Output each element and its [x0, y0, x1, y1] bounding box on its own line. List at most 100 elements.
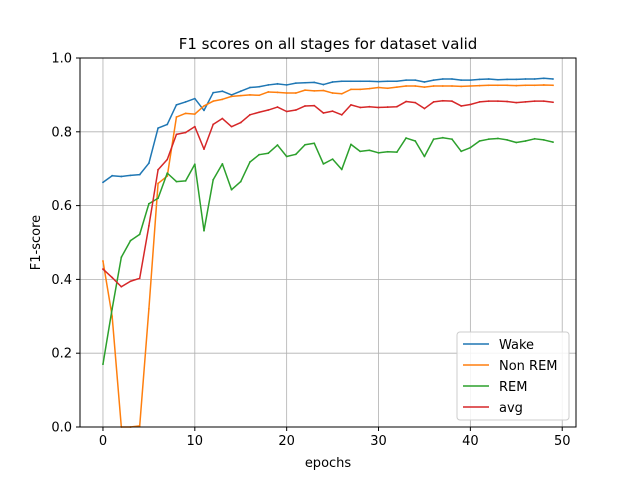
y-tick-label: 0.6 — [51, 199, 72, 214]
data-point — [285, 110, 288, 113]
data-point — [212, 100, 215, 103]
data-point — [451, 85, 453, 87]
grid — [80, 57, 576, 428]
data-point — [138, 424, 141, 427]
x-tick-label: 0 — [99, 434, 107, 449]
data-point — [524, 84, 527, 87]
data-point — [515, 141, 518, 144]
data-point — [331, 158, 334, 161]
data-point — [212, 123, 215, 126]
data-point — [359, 80, 362, 83]
data-point — [276, 144, 279, 146]
data-point — [506, 100, 509, 103]
data-point — [377, 106, 380, 109]
data-point — [478, 140, 481, 142]
data-point — [230, 94, 233, 96]
data-point — [506, 84, 509, 87]
data-point — [322, 163, 325, 165]
data-point — [102, 260, 104, 262]
data-point — [267, 109, 270, 111]
data-point — [359, 88, 362, 91]
data-point — [432, 85, 435, 87]
y-axis-label: F1-score — [29, 215, 44, 270]
data-point — [138, 173, 141, 176]
data-point — [147, 224, 150, 227]
data-point — [111, 308, 114, 310]
data-point — [322, 83, 325, 86]
data-point — [340, 80, 343, 83]
data-point — [294, 153, 297, 156]
data-point — [423, 107, 426, 110]
data-point — [497, 84, 499, 87]
data-point — [276, 106, 279, 108]
data-point — [249, 113, 251, 116]
legend-label: Non REM — [499, 359, 558, 374]
data-point — [111, 276, 114, 279]
data-point — [184, 101, 187, 103]
data-point — [368, 80, 371, 83]
data-point — [487, 84, 490, 87]
legend-label: avg — [499, 401, 523, 416]
legend-label: REM — [499, 380, 527, 395]
data-point — [111, 174, 114, 177]
data-point — [515, 78, 518, 81]
data-point — [304, 89, 306, 92]
data-point — [129, 239, 132, 242]
series-line — [102, 136, 554, 365]
series-line — [102, 100, 554, 288]
data-point — [221, 98, 224, 101]
x-tick-label: 40 — [462, 434, 479, 449]
x-axis-label: epochs — [305, 456, 352, 471]
data-point — [331, 92, 334, 94]
data-point — [469, 79, 472, 82]
data-point — [414, 140, 417, 142]
data-point — [102, 363, 104, 366]
data-point — [304, 81, 306, 84]
data-point — [552, 101, 554, 104]
legend-box — [456, 331, 570, 421]
data-point — [340, 92, 343, 95]
data-point — [267, 84, 270, 86]
data-point — [386, 150, 389, 153]
data-point — [469, 103, 472, 106]
data-point — [395, 151, 398, 153]
data-point — [460, 85, 463, 88]
series-rem — [102, 136, 554, 366]
data-point — [175, 180, 178, 183]
ticks: 0 10 20 30 40 50 0.0 0.2 0.4 0.6 0.8 1.0 — [51, 52, 570, 450]
data-point — [294, 82, 297, 84]
data-point — [542, 84, 545, 86]
data-point — [552, 84, 554, 87]
data-point — [258, 94, 261, 97]
data-point — [102, 181, 104, 184]
data-point — [322, 89, 325, 92]
data-point — [102, 268, 104, 270]
data-point — [497, 137, 499, 140]
x-tick-label: 30 — [370, 434, 387, 449]
data-point — [313, 142, 316, 145]
data-point — [313, 81, 316, 84]
x-tick-label: 20 — [278, 434, 295, 449]
data-point — [193, 113, 196, 115]
data-point — [184, 131, 187, 134]
data-point — [497, 78, 499, 81]
data-point — [524, 140, 527, 142]
data-point — [524, 78, 527, 80]
data-point — [350, 88, 352, 91]
data-point — [147, 202, 150, 205]
data-point — [276, 82, 279, 85]
data-point — [166, 172, 169, 175]
data-point — [129, 174, 132, 177]
data-point — [313, 89, 316, 92]
y-tick-label: 0.4 — [51, 273, 72, 288]
x-tick-label: 10 — [187, 434, 204, 449]
y-tick-label: 1.0 — [51, 52, 72, 67]
data-point — [147, 162, 150, 165]
data-point — [120, 256, 123, 259]
series-line — [102, 77, 554, 183]
data-point — [285, 92, 288, 94]
data-point — [294, 109, 297, 111]
y-tick-label: 0.8 — [51, 125, 72, 140]
data-point — [249, 161, 251, 163]
